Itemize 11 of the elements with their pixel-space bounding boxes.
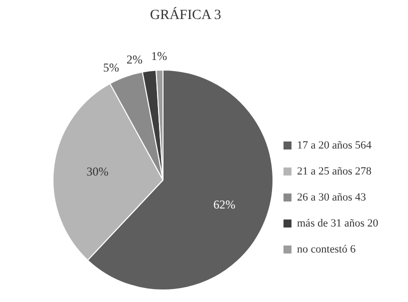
legend-label: 26 a 30 años 43	[297, 192, 367, 204]
data-label: 2%	[126, 52, 143, 66]
data-label: 30%	[86, 164, 109, 179]
legend-label: no contestó 6	[297, 244, 356, 256]
data-label: 62%	[213, 197, 236, 212]
data-label: 1%	[151, 49, 168, 64]
legend-label: más de 31 años 20	[297, 218, 379, 230]
legend-label: 21 a 25 años 278	[297, 166, 372, 178]
data-label: 5%	[103, 60, 120, 74]
legend-label: 17 a 20 años 564	[297, 140, 372, 152]
chart-title: GRÁFICA 3	[150, 6, 222, 23]
